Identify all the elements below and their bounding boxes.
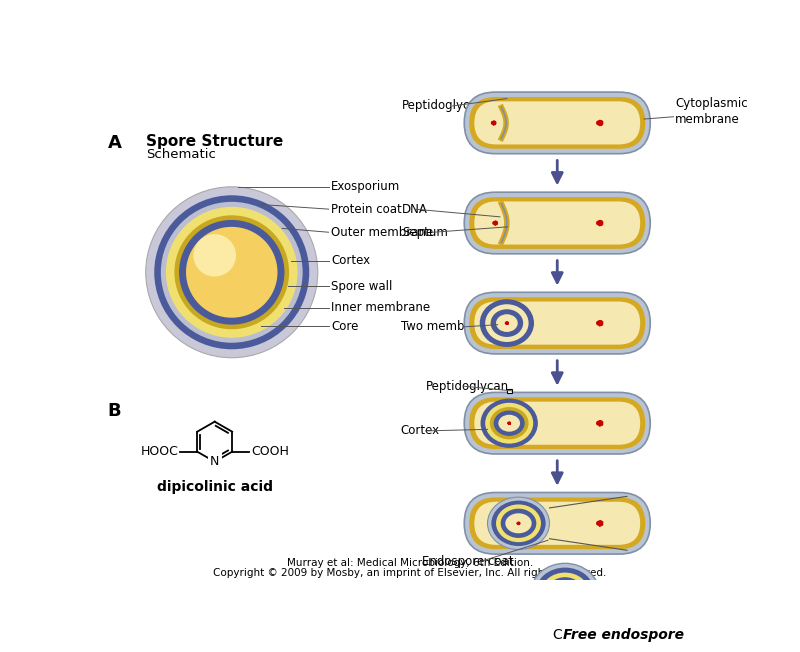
Text: HOOC: HOOC <box>141 445 178 458</box>
Ellipse shape <box>501 509 536 538</box>
Text: N: N <box>210 455 219 468</box>
FancyBboxPatch shape <box>464 92 650 154</box>
Text: Copyright © 2009 by Mosby, an imprint of Elsevier, Inc. All rights reserved.: Copyright © 2009 by Mosby, an imprint of… <box>214 569 606 578</box>
Ellipse shape <box>535 568 594 617</box>
FancyBboxPatch shape <box>470 197 646 249</box>
Ellipse shape <box>480 299 534 347</box>
Text: Schematic: Schematic <box>146 147 216 160</box>
FancyBboxPatch shape <box>470 497 646 549</box>
Ellipse shape <box>506 513 532 533</box>
Ellipse shape <box>161 202 302 343</box>
FancyBboxPatch shape <box>464 192 650 254</box>
Text: dipicolinic acid: dipicolinic acid <box>157 480 273 494</box>
Text: Protein coat: Protein coat <box>331 203 402 216</box>
Text: Exosporium: Exosporium <box>331 181 400 193</box>
Text: Core: Core <box>331 319 358 333</box>
FancyBboxPatch shape <box>470 397 646 449</box>
Ellipse shape <box>546 577 584 608</box>
Ellipse shape <box>154 196 310 349</box>
Ellipse shape <box>186 227 278 318</box>
Ellipse shape <box>552 582 578 603</box>
Ellipse shape <box>194 234 236 276</box>
Ellipse shape <box>531 563 599 622</box>
Text: Cortex: Cortex <box>331 254 370 267</box>
FancyBboxPatch shape <box>464 393 650 454</box>
Ellipse shape <box>485 304 529 342</box>
Text: Cortex: Cortex <box>401 424 440 437</box>
Text: Murray et al: Medical Microbiology, 6th Edition.: Murray et al: Medical Microbiology, 6th … <box>287 558 533 569</box>
Text: C: C <box>552 628 562 642</box>
Text: Inner membrane: Inner membrane <box>331 301 430 314</box>
Text: DNA: DNA <box>402 203 428 216</box>
Text: B: B <box>108 402 122 420</box>
FancyBboxPatch shape <box>474 301 640 345</box>
Ellipse shape <box>146 187 318 358</box>
Ellipse shape <box>487 497 550 550</box>
FancyBboxPatch shape <box>474 101 640 145</box>
FancyBboxPatch shape <box>470 297 646 349</box>
Ellipse shape <box>481 398 538 448</box>
Text: Two membranes: Two membranes <box>401 320 498 333</box>
Text: A: A <box>108 134 122 152</box>
FancyBboxPatch shape <box>464 492 650 554</box>
Ellipse shape <box>490 309 523 337</box>
Ellipse shape <box>485 403 534 443</box>
Ellipse shape <box>490 407 529 439</box>
Text: Cytoplasmic
membrane: Cytoplasmic membrane <box>675 97 748 126</box>
Ellipse shape <box>174 215 289 329</box>
Ellipse shape <box>496 314 518 332</box>
FancyBboxPatch shape <box>507 389 511 393</box>
Text: Spore Structure: Spore Structure <box>146 134 284 149</box>
Text: Endospore coat: Endospore coat <box>422 556 513 569</box>
FancyBboxPatch shape <box>474 201 640 244</box>
Ellipse shape <box>541 572 589 613</box>
Ellipse shape <box>166 207 298 338</box>
FancyBboxPatch shape <box>474 402 640 445</box>
Text: Spore wall: Spore wall <box>331 280 392 293</box>
Ellipse shape <box>494 411 525 436</box>
Text: Septum: Septum <box>402 226 448 239</box>
Ellipse shape <box>179 220 285 325</box>
FancyBboxPatch shape <box>470 97 646 149</box>
FancyBboxPatch shape <box>464 292 650 354</box>
Ellipse shape <box>498 415 520 432</box>
Text: COOH: COOH <box>250 445 289 458</box>
Text: Outer membrane: Outer membrane <box>331 226 434 239</box>
Text: Free endospore: Free endospore <box>563 628 685 642</box>
Text: Peptidoglycan: Peptidoglycan <box>426 379 509 393</box>
FancyBboxPatch shape <box>474 502 640 545</box>
Ellipse shape <box>496 505 541 542</box>
Ellipse shape <box>491 501 546 546</box>
Text: Peptidoglycan: Peptidoglycan <box>402 100 486 112</box>
